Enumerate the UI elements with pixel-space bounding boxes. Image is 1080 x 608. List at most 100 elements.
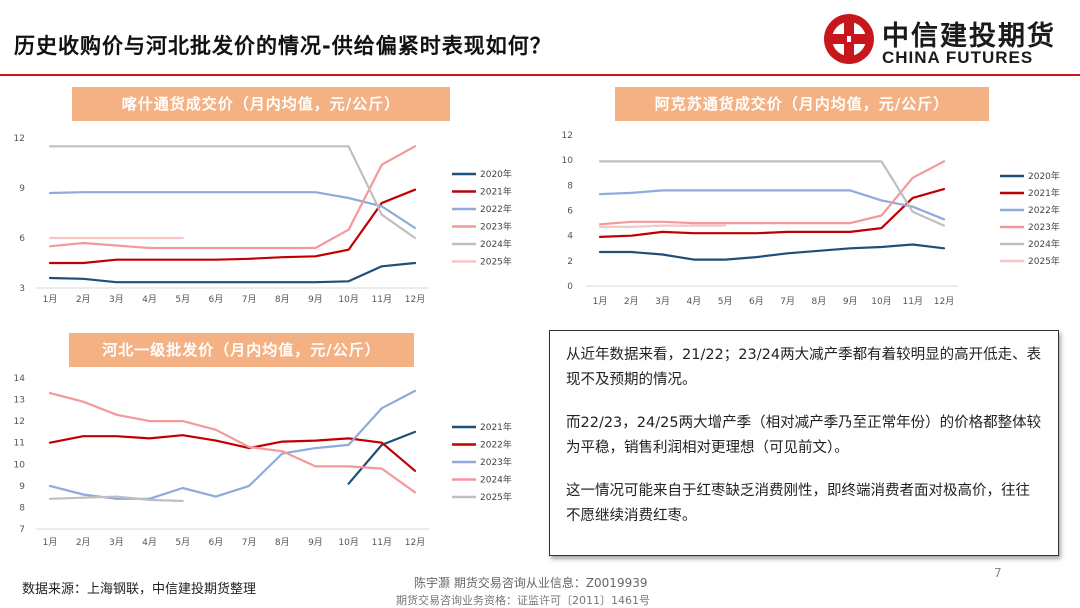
x-tick-label: 7月 <box>242 537 257 548</box>
x-tick-label: 3月 <box>655 296 670 307</box>
x-tick-label: 2月 <box>624 296 639 307</box>
y-tick-label: 6 <box>19 234 25 244</box>
series-line-2022年 <box>598 189 946 221</box>
x-tick-label: 4月 <box>142 294 157 305</box>
logo: 中信建投期货 CHINA FUTURES <box>822 10 1072 72</box>
series-line-2021年 <box>598 187 946 239</box>
x-tick-label: 10月 <box>871 296 891 307</box>
page-title: 历史收购价与河北批发价的情况-供给偏紧时表现如何？ <box>14 34 552 58</box>
x-tick-label: 6月 <box>749 296 764 307</box>
legend-label: 2025年 <box>1028 255 1060 267</box>
x-tick-label: 8月 <box>275 294 290 305</box>
y-tick-label: 7 <box>19 525 25 535</box>
y-tick-label: 0 <box>567 282 573 292</box>
x-tick-label: 2月 <box>76 537 91 548</box>
legend-label: 2020年 <box>1028 170 1060 182</box>
y-tick-label: 10 <box>14 460 26 470</box>
page-number: 7 <box>994 566 1002 580</box>
x-tick-label: 4月 <box>686 296 701 307</box>
legend-label: 2022年 <box>480 439 512 451</box>
logo-text-en: CHINA FUTURES <box>882 48 1034 67</box>
y-tick-label: 12 <box>14 417 25 427</box>
y-tick-label: 2 <box>567 257 573 267</box>
series-line-2020年 <box>598 243 946 261</box>
x-tick-label: 5月 <box>718 296 733 307</box>
x-tick-label: 2月 <box>76 294 91 305</box>
x-tick-label: 6月 <box>209 294 224 305</box>
logo-text-cn: 中信建投期货 <box>882 21 1056 52</box>
x-tick-label: 9月 <box>308 294 323 305</box>
x-tick-label: 1月 <box>43 537 58 548</box>
x-tick-label: 1月 <box>593 296 608 307</box>
commentary-box: 从近年数据来看，21/22；23/24两大减产季都有着较明显的高开低走、表现不及… <box>549 330 1059 556</box>
series-line-2021年 <box>48 188 417 265</box>
x-tick-label: 8月 <box>275 537 290 548</box>
header-divider <box>0 74 1080 76</box>
commentary-paragraph-3: 这一情况可能来自于红枣缺乏消费刚性，即终端消费者面对极高价，往往不愿继续消费红枣… <box>566 483 1030 524</box>
x-tick-label: 9月 <box>843 296 858 307</box>
x-tick-label: 7月 <box>242 294 257 305</box>
chart-kashi: 3 6 9 12 1月 2月 3月 4月 5月 6月 7月 8月 9月 10月 11月 12月 2020年 202… <box>14 134 512 305</box>
x-tick-label: 10月 <box>338 294 358 305</box>
x-tick-label: 12月 <box>934 296 954 307</box>
x-tick-label: 4月 <box>142 537 157 548</box>
x-tick-label: 7月 <box>780 296 795 307</box>
chart-2-title: 阿克苏通货成交价（月内均值，元/公斤） <box>615 87 989 121</box>
commentary-paragraph-1: 从近年数据来看，21/22；23/24两大减产季都有着较明显的高开低走、表现不及… <box>566 347 1042 388</box>
series-line-2022年 <box>48 191 417 230</box>
x-tick-label: 12月 <box>405 294 425 305</box>
x-tick-label: 11月 <box>372 294 392 305</box>
legend-label: 2023年 <box>480 221 512 233</box>
x-tick-label: 5月 <box>175 294 190 305</box>
legend-label: 2024年 <box>480 474 512 486</box>
x-tick-label: 6月 <box>209 537 224 548</box>
chart-aksu: 0 2 4 6 8 10 12 1月 2月 3月 4月 5月 6月 7月 8月 9月 10月 11月 12月 2020… <box>562 131 1060 307</box>
x-tick-label: 8月 <box>812 296 827 307</box>
commentary-paragraph-2: 而22/23，24/25两大增产季（相对减产季乃至正常年份）的价格都整体较为平稳… <box>566 415 1042 456</box>
license-info: 期货交易咨询业务资格：证监许可〔2011〕1461号 <box>396 594 650 607</box>
series-line-2023年 <box>48 145 417 250</box>
legend-label: 2025年 <box>480 256 512 268</box>
chart-3-title: 河北一级批发价（月内均值，元/公斤） <box>69 333 414 367</box>
chart-hebei: 7 8 9 10 11 12 13 14 1月 2月 3月 4月 5月 6月 7月 8月 9月 10月 11月 12月… <box>14 374 512 548</box>
y-tick-label: 9 <box>19 482 25 492</box>
series-line-2023年 <box>48 389 417 500</box>
legend-label: 2021年 <box>480 421 512 433</box>
y-tick-label: 12 <box>14 134 25 144</box>
legend-label: 2025年 <box>480 491 512 503</box>
y-tick-label: 8 <box>567 181 573 191</box>
series-line-2025年 <box>48 495 184 503</box>
x-tick-label: 5月 <box>175 537 190 548</box>
legend-label: 2022年 <box>480 203 512 215</box>
series-line-2024年 <box>598 160 946 227</box>
legend-label: 2021年 <box>480 186 512 198</box>
y-tick-label: 9 <box>19 184 25 194</box>
y-tick-label: 8 <box>19 503 25 513</box>
x-tick-label: 3月 <box>109 294 124 305</box>
x-tick-label: 10月 <box>338 537 358 548</box>
legend-label: 2023年 <box>1028 221 1060 233</box>
y-tick-label: 3 <box>19 284 25 294</box>
y-tick-label: 10 <box>562 156 574 166</box>
series-line-2024年 <box>48 145 417 240</box>
series-line-2024年 <box>48 392 417 494</box>
series-line-2022年 <box>48 434 417 472</box>
analyst-info: 陈宇灏 期货交易咨询从业信息：Z0019939 <box>414 576 648 590</box>
citic-logo-icon <box>824 14 874 64</box>
legend-label: 2020年 <box>480 168 512 180</box>
legend-label: 2021年 <box>1028 187 1060 199</box>
x-tick-label: 12月 <box>405 537 425 548</box>
y-tick-label: 11 <box>14 439 25 449</box>
series-line-2025年 <box>598 224 727 229</box>
data-source: 数据来源：上海钢联，中信建投期货整理 <box>22 582 257 597</box>
series-line-2020年 <box>48 261 417 284</box>
series-line-2021年 <box>347 430 417 485</box>
chart-1-title: 喀什通货成交价（月内均值，元/公斤） <box>72 87 450 121</box>
y-tick-label: 6 <box>567 207 573 217</box>
legend-label: 2024年 <box>480 238 512 250</box>
legend-label: 2023年 <box>480 456 512 468</box>
x-tick-label: 9月 <box>308 537 323 548</box>
x-tick-label: 11月 <box>903 296 923 307</box>
x-tick-label: 3月 <box>109 537 124 548</box>
legend-label: 2022年 <box>1028 204 1060 216</box>
